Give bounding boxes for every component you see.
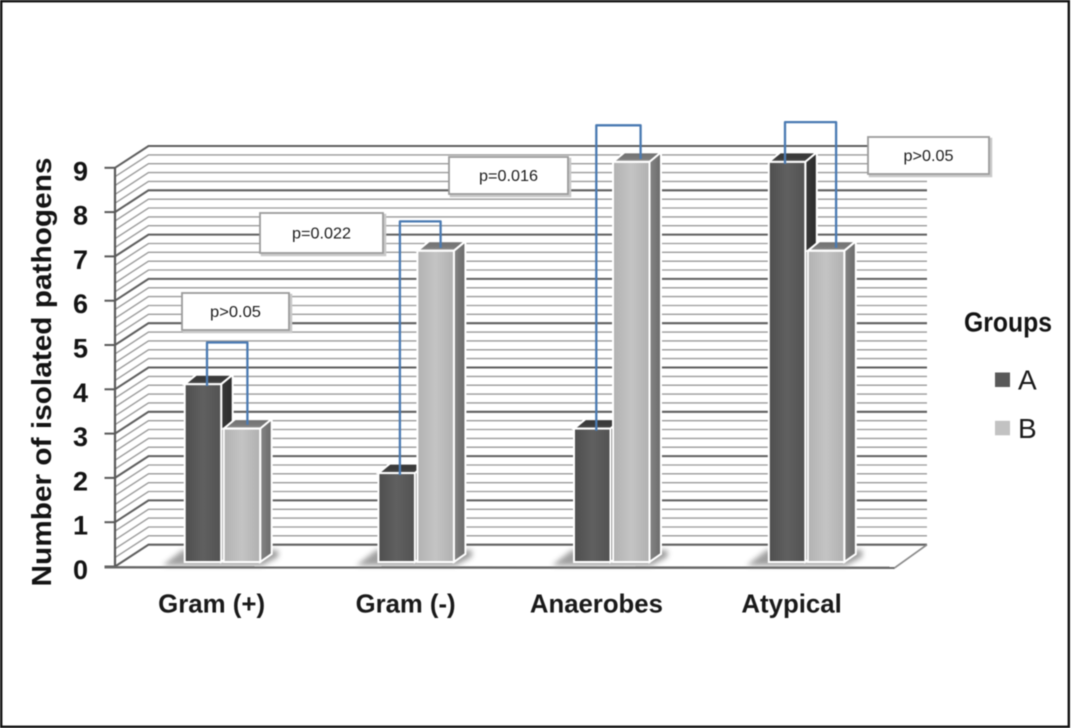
svg-text:Atypical: Atypical xyxy=(741,589,842,619)
svg-text:2: 2 xyxy=(73,466,88,496)
svg-text:p>0.05: p>0.05 xyxy=(904,148,954,165)
svg-text:Gram (-): Gram (-) xyxy=(356,589,456,619)
svg-text:7: 7 xyxy=(73,245,88,275)
svg-text:5: 5 xyxy=(73,334,88,364)
svg-text:1: 1 xyxy=(73,511,88,541)
svg-text:Gram (+): Gram (+) xyxy=(158,589,265,619)
svg-text:p>0.05: p>0.05 xyxy=(210,304,261,321)
svg-text:p=0.022: p=0.022 xyxy=(292,226,351,243)
svg-text:8: 8 xyxy=(73,201,88,231)
svg-text:6: 6 xyxy=(73,289,88,319)
svg-text:A: A xyxy=(1018,365,1037,396)
svg-text:4: 4 xyxy=(73,378,88,408)
svg-text:9: 9 xyxy=(73,156,88,186)
svg-text:Anaerobes: Anaerobes xyxy=(530,589,663,619)
svg-text:Groups: Groups xyxy=(964,307,1052,338)
svg-text:3: 3 xyxy=(73,422,88,452)
svg-text:Number of isolated pathogens: Number of isolated pathogens xyxy=(26,157,57,586)
svg-text:0: 0 xyxy=(73,555,88,585)
svg-text:p=0.016: p=0.016 xyxy=(479,168,538,185)
svg-text:B: B xyxy=(1018,413,1037,444)
